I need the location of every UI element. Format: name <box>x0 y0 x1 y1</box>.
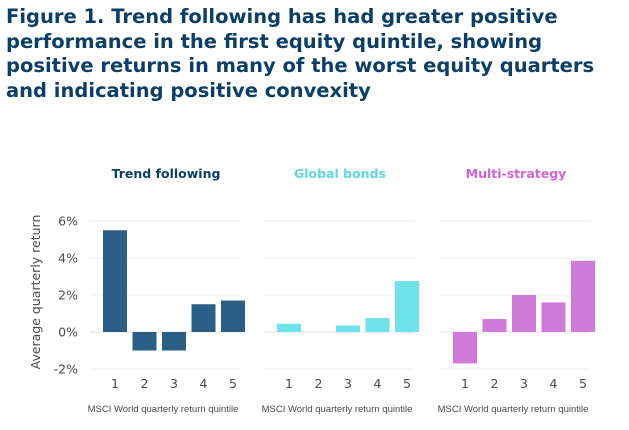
bar <box>336 325 360 332</box>
x-tick-label: 3 <box>520 376 528 391</box>
x-tick-label: 5 <box>579 376 587 391</box>
bar <box>453 332 477 364</box>
y-axis-label: Average quarterly return <box>28 215 43 370</box>
panel-trend-following: Trend following 1 2 3 4 5 MSCI World quarterly… <box>88 166 245 415</box>
x-tick-label: 5 <box>229 376 237 391</box>
bar <box>162 332 186 351</box>
bar <box>191 304 216 332</box>
panel-title: Trend following <box>112 166 221 181</box>
x-tick-label: 1 <box>461 376 469 391</box>
x-tick-label: 1 <box>285 376 293 391</box>
bar <box>395 281 419 332</box>
x-tick-label: 3 <box>170 376 178 391</box>
x-axis-label: MSCI World quarterly return quintile <box>262 404 413 415</box>
bar <box>103 230 127 332</box>
x-tick-label: 2 <box>141 376 149 391</box>
bar <box>365 318 390 332</box>
x-tick-label: 4 <box>550 376 558 391</box>
x-tick-label: 2 <box>315 376 323 391</box>
y-axis: Average quarterly return 6% 4% 2% 0% -2% <box>28 214 78 377</box>
x-tick-label: 3 <box>344 376 352 391</box>
bar <box>277 323 301 332</box>
x-axis-label: MSCI World quarterly return quintile <box>88 404 239 415</box>
bar <box>482 319 507 332</box>
y-tick-label: 0% <box>58 325 78 340</box>
panel-multi-strategy: Multi-strategy 1 2 3 4 5 MSCI World quarterly … <box>438 166 595 415</box>
x-tick-label: 4 <box>374 376 382 391</box>
bar <box>132 332 157 351</box>
bar <box>541 302 566 332</box>
x-axis-label: MSCI World quarterly return quintile <box>438 404 589 415</box>
figure-title: Figure 1. Trend following has had greate… <box>6 5 595 102</box>
bar <box>571 260 595 332</box>
y-tick-label: 2% <box>58 288 78 303</box>
y-tick-label: -2% <box>54 362 78 377</box>
x-tick-label: 1 <box>111 376 119 391</box>
panel-title: Global bonds <box>294 166 386 181</box>
panel-title: Multi-strategy <box>466 166 567 181</box>
x-tick-label: 5 <box>403 376 411 391</box>
chart-panels: Trend following 1 2 3 4 5 MSCI World quarterly… <box>88 166 595 415</box>
panel-global-bonds: Global bonds 1 2 3 4 5 MSCI World quarterly re… <box>262 166 419 415</box>
y-tick-label: 4% <box>58 251 78 266</box>
bar <box>512 295 536 332</box>
bar <box>221 300 245 332</box>
x-tick-label: 4 <box>200 376 208 391</box>
y-tick-label: 6% <box>58 214 78 229</box>
x-tick-label: 2 <box>491 376 499 391</box>
